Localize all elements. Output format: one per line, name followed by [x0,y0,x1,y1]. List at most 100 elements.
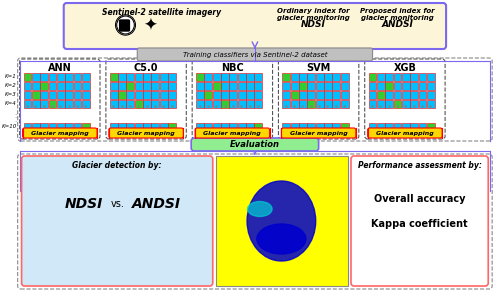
Bar [143,100,151,108]
Bar [368,100,376,108]
Bar [238,73,246,81]
Text: K=2: K=2 [5,83,16,88]
Bar [204,82,212,90]
Bar [213,73,220,81]
Bar [152,123,160,131]
Bar [221,73,229,81]
Ellipse shape [257,224,306,254]
Bar [135,82,142,90]
Text: NDSI: NDSI [64,197,102,211]
Bar [308,73,315,81]
Bar [308,91,315,99]
Bar [74,73,82,81]
Bar [427,82,435,90]
Bar [340,123,348,131]
Bar [65,82,73,90]
Bar [57,123,64,131]
Bar [221,91,229,99]
Bar [24,100,32,108]
Text: ✦: ✦ [143,17,157,35]
Bar [402,100,410,108]
Bar [418,100,426,108]
Bar [221,123,229,131]
Bar [386,91,393,99]
Bar [299,91,307,99]
Bar [299,82,307,90]
Bar [213,123,220,131]
Bar [216,156,348,286]
Bar [118,123,126,131]
Text: K=3: K=3 [5,92,16,97]
Bar [308,82,315,90]
Ellipse shape [247,181,316,261]
FancyBboxPatch shape [106,59,186,139]
Bar [282,123,290,131]
Bar [324,123,332,131]
Bar [196,73,204,81]
Text: Performance assessment by:: Performance assessment by: [358,161,482,170]
Bar [230,82,237,90]
Bar [196,91,204,99]
Text: K=1: K=1 [5,74,16,79]
Bar [110,100,118,108]
Bar [160,82,168,90]
Bar [238,82,246,90]
Bar [135,73,142,81]
Bar [40,100,48,108]
Bar [254,91,262,99]
Text: Glacier mapping: Glacier mapping [290,131,348,136]
Bar [316,82,324,90]
FancyBboxPatch shape [351,156,488,286]
Bar [74,100,82,108]
Bar [24,91,32,99]
Bar [332,123,340,131]
Text: XGB: XGB [394,63,416,73]
Bar [160,123,168,131]
Bar [410,73,418,81]
Bar [126,82,134,90]
Text: Glacier mapping: Glacier mapping [376,131,434,136]
Circle shape [116,16,134,34]
Bar [377,82,385,90]
Text: ANN: ANN [48,63,72,73]
Bar [40,73,48,81]
Bar [152,82,160,90]
Bar [110,73,118,81]
Bar [118,91,126,99]
Bar [368,123,376,131]
Text: Evaluation: Evaluation [230,140,280,149]
Text: Glacier mapping: Glacier mapping [117,131,175,136]
Text: .: . [14,109,16,116]
FancyBboxPatch shape [282,128,356,138]
Bar [368,73,376,81]
Bar [299,123,307,131]
Bar [377,73,385,81]
Bar [402,91,410,99]
Bar [427,100,435,108]
Bar [160,73,168,81]
Bar [65,123,73,131]
Bar [48,123,56,131]
Bar [204,91,212,99]
FancyBboxPatch shape [109,128,184,138]
Bar [394,123,402,131]
Bar [82,100,90,108]
Bar [316,123,324,131]
Bar [316,73,324,81]
Bar [135,100,142,108]
Bar [126,123,134,131]
Bar [316,100,324,108]
Text: .: . [14,117,16,123]
Bar [418,91,426,99]
Bar [143,73,151,81]
Bar [394,82,402,90]
Bar [254,73,262,81]
Bar [160,91,168,99]
Bar [118,73,126,81]
Bar [230,100,237,108]
Bar [118,100,126,108]
Bar [110,123,118,131]
Text: Kappa coefficient: Kappa coefficient [372,219,468,229]
Bar [74,91,82,99]
Bar [402,73,410,81]
